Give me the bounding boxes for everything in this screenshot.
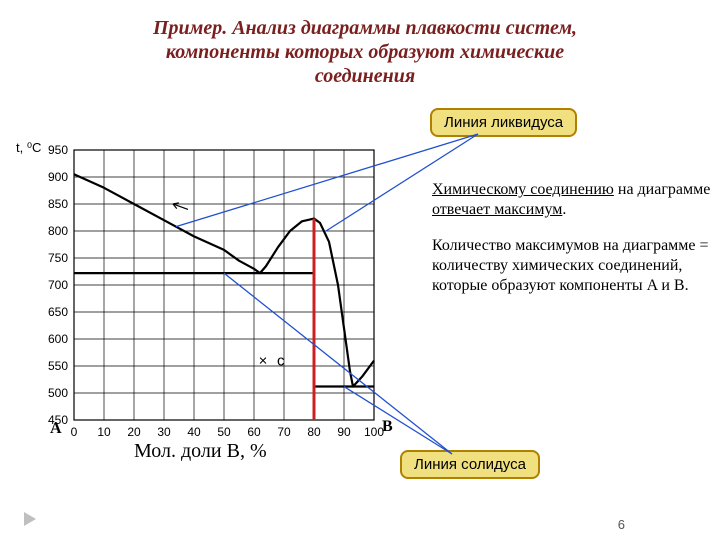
svg-text:50: 50: [217, 425, 231, 439]
title-line-1: Пример. Анализ диаграммы плавкости систе…: [153, 17, 577, 39]
play-icon: [24, 512, 36, 526]
svg-text:500: 500: [48, 386, 68, 400]
svg-text:40: 40: [187, 425, 201, 439]
title-line-3: соединения: [315, 65, 415, 87]
svg-text:900: 900: [48, 170, 68, 184]
liquidus-badge-text: Линия ликвидуса: [444, 114, 563, 131]
svg-text:60: 60: [247, 425, 261, 439]
side-p1-b: на диаграмме: [614, 181, 710, 198]
side-text: Химическому соединению на диаграмме отве…: [432, 180, 712, 296]
solidus-badge: Линия солидуса: [400, 450, 540, 479]
svg-text:600: 600: [48, 332, 68, 346]
svg-text:70: 70: [277, 425, 291, 439]
liquidus-badge: Линия ликвидуса: [430, 108, 577, 137]
phase-diagram: t, ⁰C Мол. доли B, % A B 010203040506070…: [14, 140, 414, 470]
svg-text:750: 750: [48, 251, 68, 265]
chart-svg: 0 10 20 30 40 50 60 70 80 90 100 450 500 550 600 650 700…: [14, 140, 414, 470]
side-paragraph-1: Химическому соединению на диаграмме отве…: [432, 180, 712, 220]
side-p1-d: .: [562, 201, 566, 218]
svg-text:90: 90: [337, 425, 351, 439]
svg-text:c: c: [277, 353, 285, 370]
svg-text:80: 80: [307, 425, 321, 439]
svg-text:450: 450: [48, 413, 68, 427]
svg-text:10: 10: [97, 425, 111, 439]
side-paragraph-2: Количество максимумов на диаграмме = кол…: [432, 236, 712, 296]
solidus-badge-text: Линия солидуса: [414, 456, 526, 473]
slide-title: Пример. Анализ диаграммы плавкости систе…: [40, 16, 690, 88]
slide-root: { "title_color": "#7a1f1f", "title_lines…: [0, 0, 720, 540]
svg-text:20: 20: [127, 425, 141, 439]
svg-text:30: 30: [157, 425, 171, 439]
svg-text:850: 850: [48, 197, 68, 211]
svg-text:950: 950: [48, 143, 68, 157]
svg-text:550: 550: [48, 359, 68, 373]
svg-text:650: 650: [48, 305, 68, 319]
title-line-2: компоненты которых образуют химические: [166, 41, 564, 63]
page-number: 6: [618, 517, 625, 532]
svg-text:800: 800: [48, 224, 68, 238]
side-p1-a: Химическому соединению: [432, 181, 614, 198]
svg-text:0: 0: [71, 425, 78, 439]
side-p1-c: отвечает максимум: [432, 201, 562, 218]
svg-text:×: ×: [259, 353, 268, 370]
svg-text:100: 100: [364, 425, 384, 439]
svg-text:700: 700: [48, 278, 68, 292]
